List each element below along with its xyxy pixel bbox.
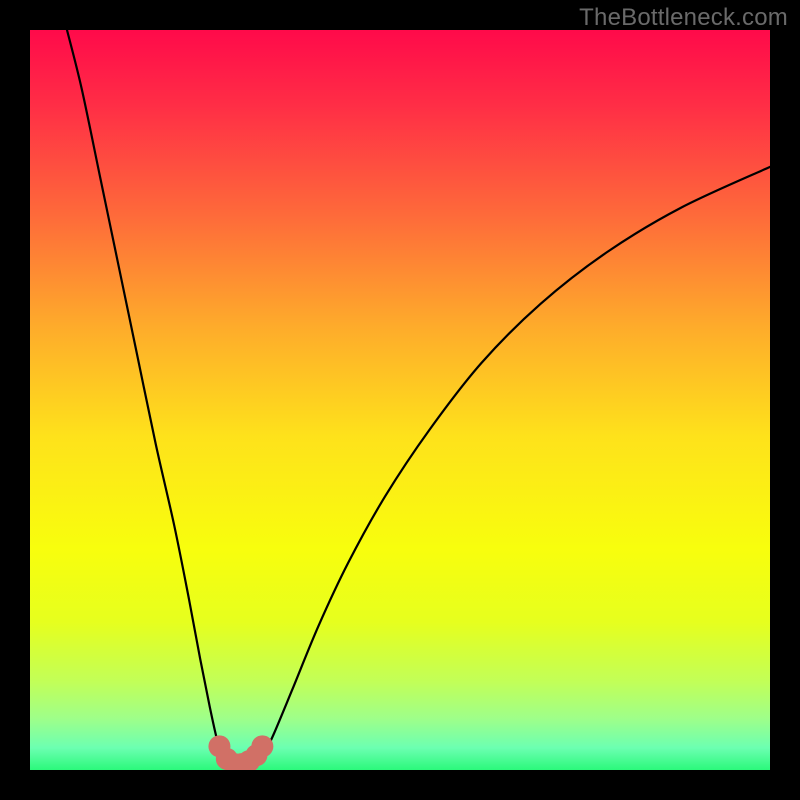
chart-frame: TheBottleneck.com	[0, 0, 800, 800]
marker-dot	[251, 735, 273, 757]
chart-background	[30, 30, 770, 770]
chart-plot-area	[30, 30, 770, 770]
chart-svg	[30, 30, 770, 770]
watermark-text: TheBottleneck.com	[579, 4, 788, 32]
